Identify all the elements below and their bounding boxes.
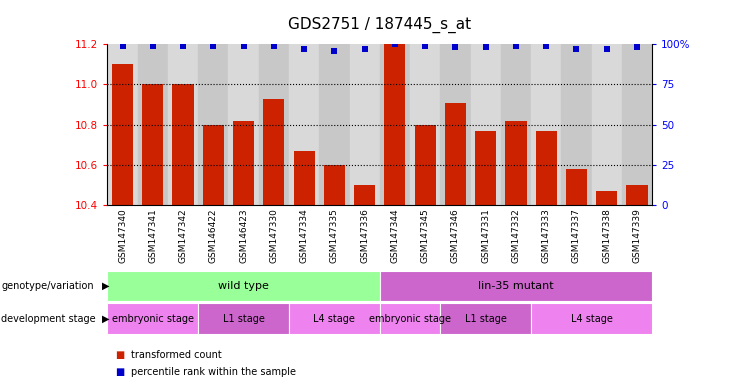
Point (238, 43, 250, 49)
Text: ■: ■ (115, 367, 124, 377)
Bar (596, 191, 617, 205)
Bar (289, 44, 319, 205)
Point (510, 43, 522, 49)
Point (147, 43, 159, 49)
Bar (445, 103, 466, 205)
Text: development stage: development stage (1, 314, 96, 324)
Bar (263, 99, 285, 205)
Bar (228, 44, 259, 205)
Bar (107, 44, 138, 205)
Bar (536, 131, 556, 205)
Bar (566, 169, 587, 205)
Bar (626, 185, 648, 205)
Point (328, 48, 340, 54)
Text: ■: ■ (115, 350, 124, 360)
Text: wild type: wild type (218, 281, 269, 291)
Point (479, 44, 491, 50)
Text: L4 stage: L4 stage (571, 314, 613, 324)
Point (450, 44, 462, 50)
Point (207, 43, 219, 49)
Bar (293, 151, 315, 205)
Bar (505, 121, 527, 205)
Text: embryonic stage: embryonic stage (369, 314, 451, 324)
Text: genotype/variation: genotype/variation (1, 281, 94, 291)
Bar (471, 44, 501, 205)
Point (268, 43, 280, 49)
Bar (440, 44, 471, 205)
Point (298, 46, 310, 52)
Bar (354, 185, 375, 205)
Bar (501, 44, 531, 205)
Bar (198, 44, 228, 205)
Bar (410, 44, 440, 205)
Bar (173, 84, 193, 205)
Bar (475, 131, 496, 205)
Point (389, 41, 401, 47)
Text: L1 stage: L1 stage (222, 314, 265, 324)
Bar (379, 44, 410, 205)
Bar (233, 121, 254, 205)
Bar (138, 44, 168, 205)
Bar (385, 44, 405, 205)
Bar (414, 125, 436, 205)
Bar (168, 44, 198, 205)
Bar (259, 44, 289, 205)
Bar (112, 64, 133, 205)
Text: GDS2751 / 187445_s_at: GDS2751 / 187445_s_at (288, 17, 471, 33)
Bar (203, 125, 224, 205)
Point (419, 43, 431, 49)
Text: ▶: ▶ (102, 281, 109, 291)
Bar (591, 44, 622, 205)
Point (631, 44, 643, 50)
Bar (319, 44, 350, 205)
Point (601, 46, 613, 52)
Text: lin-35 mutant: lin-35 mutant (478, 281, 554, 291)
Bar (531, 44, 562, 205)
Point (540, 43, 552, 49)
Bar (622, 44, 652, 205)
Text: transformed count: transformed count (131, 350, 222, 360)
Bar (350, 44, 379, 205)
Text: percentile rank within the sample: percentile rank within the sample (131, 367, 296, 377)
Point (116, 43, 128, 49)
Text: L4 stage: L4 stage (313, 314, 356, 324)
Point (359, 46, 370, 52)
Point (571, 46, 582, 52)
Bar (561, 44, 591, 205)
Bar (324, 165, 345, 205)
Text: ▶: ▶ (102, 314, 109, 324)
Text: L1 stage: L1 stage (465, 314, 507, 324)
Text: embryonic stage: embryonic stage (112, 314, 194, 324)
Bar (142, 84, 164, 205)
Point (177, 43, 189, 49)
